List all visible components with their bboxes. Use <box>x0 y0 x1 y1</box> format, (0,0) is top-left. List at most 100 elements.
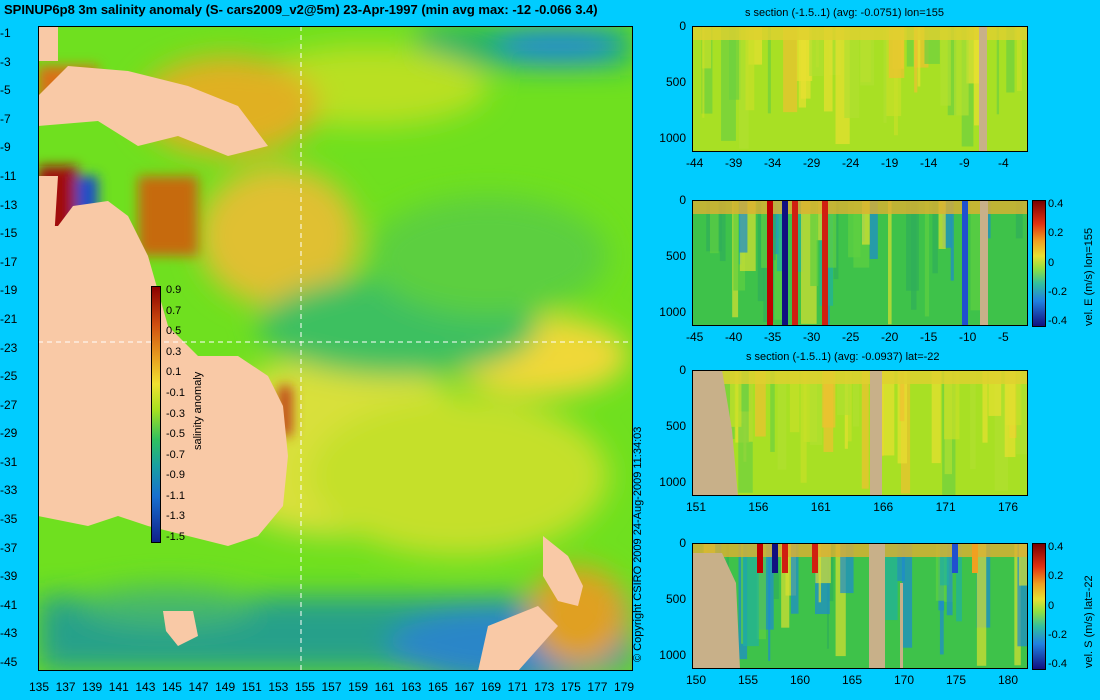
salinity-colorbar-tick: -1.5 <box>166 531 185 543</box>
section-x-tick: 170 <box>894 673 915 687</box>
section1-plot <box>692 26 1028 152</box>
section-x-tick: -45 <box>686 330 704 344</box>
map-x-tick: 151 <box>241 680 262 694</box>
section-stripe <box>883 26 887 123</box>
section-stripe <box>942 200 952 248</box>
map-y-tick: -19 <box>0 283 18 298</box>
section-stripe <box>1017 543 1028 647</box>
section-stripe <box>1006 26 1015 93</box>
velocity-colorbar-tick: 0 <box>1048 599 1055 612</box>
section-stripe <box>844 26 860 119</box>
section-stripe <box>789 370 800 433</box>
salinity-colorbar-tick: -0.5 <box>166 428 185 441</box>
velocity-colorbar-tick: 0.4 <box>1048 198 1064 210</box>
nz-south-land <box>478 606 558 671</box>
section-stripe <box>781 543 790 628</box>
seafloor-mask <box>900 583 903 669</box>
section-x-tick: 176 <box>998 500 1019 514</box>
section-frame <box>692 26 1028 152</box>
map-x-tick: 147 <box>188 680 209 694</box>
map-x-tick: 173 <box>534 680 555 694</box>
section-stripe <box>761 200 771 268</box>
vel-s-colorbar-label: vel. S (m/s) lat=-22 <box>1083 575 1095 668</box>
velocity-colorbar-tick: 0.2 <box>1048 570 1064 583</box>
section-stripe <box>901 543 913 648</box>
salinity-map-plot <box>38 26 633 671</box>
map-x-tick: 141 <box>108 680 129 694</box>
section-x-tick: -9 <box>959 156 970 170</box>
section-y-tick: 0 <box>679 19 686 33</box>
section-stripe <box>748 370 753 442</box>
section-stripe <box>1019 543 1028 586</box>
section-stripe <box>853 370 860 427</box>
section-stripe <box>816 200 827 241</box>
section-stripe <box>709 200 719 254</box>
section-stripe <box>794 200 803 272</box>
map-y-tick: -39 <box>0 569 18 584</box>
map-y-tick: -25 <box>0 369 18 384</box>
section-stripe <box>940 543 949 586</box>
map-x-tick: 139 <box>82 680 103 694</box>
seafloor-mask <box>692 553 740 669</box>
velocity-core <box>792 200 798 326</box>
velocity-colorbar-tick: -0.4 <box>1048 658 1067 670</box>
section-y-tick: 500 <box>665 419 686 433</box>
section-stripe <box>924 200 930 317</box>
salinity-colorbar-tick: -0.7 <box>166 448 185 461</box>
section-x-tick: -30 <box>803 330 821 344</box>
section2-plot <box>692 200 1028 326</box>
salinity-colorbar-tick: -1.3 <box>166 510 185 523</box>
map-y-axis: -1 -3 -5 -7 -9 -11 -13 -15 -17 -19 -21 -23 -25 -27 -29… <box>0 26 36 671</box>
section-x-tick: -40 <box>725 330 743 344</box>
map-y-tick: -17 <box>0 254 18 269</box>
map-frame <box>38 26 633 671</box>
section-stripe <box>1004 370 1016 458</box>
map-y-tick: -33 <box>0 483 18 498</box>
vel-e-colorbar <box>1032 200 1046 327</box>
section-y-tick: 1000 <box>659 648 686 662</box>
salinity-colorbar-label: salinity anomaly <box>192 371 204 450</box>
salinity-colorbar-tick: -0.9 <box>166 469 185 482</box>
section-x-tick: -24 <box>842 156 860 170</box>
velocity-core <box>962 200 968 326</box>
section-stripe <box>1015 200 1023 239</box>
section-stripe <box>950 200 954 281</box>
map-x-tick: 179 <box>614 680 635 694</box>
map-y-tick: -3 <box>0 54 11 69</box>
section-stripe <box>944 370 960 440</box>
section-y-tick: 0 <box>679 536 686 550</box>
section-stripe <box>800 370 807 483</box>
velocity-core <box>782 543 788 573</box>
section-x-tick: -19 <box>881 156 899 170</box>
map-x-tick: 163 <box>401 680 422 694</box>
section-stripe <box>1016 370 1028 455</box>
vel-e-colorbar-ticks: 0.4 0.2 0 -0.2 -0.4 <box>1048 198 1078 327</box>
map-y-tick: -21 <box>0 311 18 326</box>
velocity-colorbar-tick: 0.2 <box>1048 227 1064 240</box>
section-x-tick: -14 <box>920 156 938 170</box>
section-stripe <box>946 543 953 616</box>
section-stripe <box>739 200 748 253</box>
map-y-tick: -37 <box>0 540 18 555</box>
section-stripe <box>897 543 905 582</box>
section-stripe <box>914 26 918 93</box>
section-y-tick: 1000 <box>659 475 686 489</box>
section-frame <box>692 543 1028 669</box>
copyright-text: © Copyright CSIRO 2009 24-Aug-2009 11:34… <box>632 426 644 662</box>
velocity-core <box>952 543 958 573</box>
section-x-tick: 161 <box>810 500 831 514</box>
map-y-tick: -9 <box>0 140 11 155</box>
salinity-colorbar-tick: 0.9 <box>166 284 182 296</box>
section-x-tick: 160 <box>790 673 811 687</box>
section-stripe <box>768 543 771 661</box>
section-y-tick: 1000 <box>659 131 686 145</box>
surface-layer <box>692 26 1028 40</box>
map-y-tick: -31 <box>0 454 18 469</box>
salinity-colorbar-gradient <box>151 286 161 543</box>
section-frame <box>692 370 1028 496</box>
section-y-tick: 500 <box>665 75 686 89</box>
map-x-tick: 135 <box>29 680 50 694</box>
section-stripe <box>940 26 951 106</box>
section-stripe <box>818 543 822 603</box>
section-stripe <box>783 26 798 113</box>
